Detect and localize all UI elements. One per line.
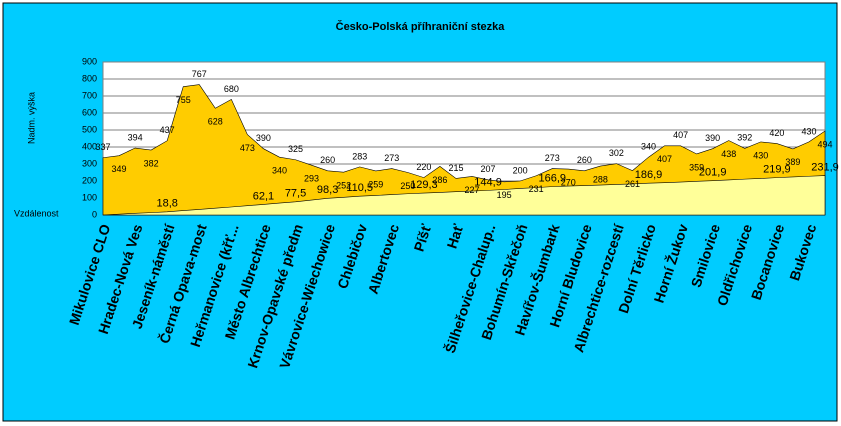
data-label: 430 <box>801 126 816 136</box>
data-label: 680 <box>224 84 239 94</box>
y-tick-label: 600 <box>82 107 97 117</box>
data-label: 337 <box>95 142 110 152</box>
data-label: 98,3 <box>317 184 338 196</box>
area <box>102 175 826 216</box>
data-label: 200 <box>513 165 528 175</box>
data-label: 18,8 <box>156 198 177 210</box>
data-label: 767 <box>192 69 207 79</box>
chart-title: Česko-Polská příhraniční stezka <box>336 20 506 33</box>
data-label: 359 <box>689 162 704 172</box>
data-label: 407 <box>657 154 672 164</box>
data-label: 755 <box>176 95 191 105</box>
data-label: 340 <box>641 142 656 152</box>
data-label: 273 <box>545 153 560 163</box>
data-label: 390 <box>256 133 271 143</box>
data-label: 628 <box>208 117 223 127</box>
data-label: 394 <box>128 132 143 142</box>
data-label: 110,5 <box>346 182 373 194</box>
data-label: 382 <box>144 158 159 168</box>
data-label: 259 <box>368 179 383 189</box>
data-label: 129,3 <box>410 179 438 191</box>
data-label: 438 <box>721 149 736 159</box>
data-label: 250 <box>400 181 415 191</box>
data-label: 437 <box>160 125 175 135</box>
y-tick-label: 200 <box>82 175 97 185</box>
data-label: 186,9 <box>635 169 663 181</box>
y-tick-label: 0 <box>92 209 97 219</box>
data-label: 260 <box>320 155 335 165</box>
data-label: 252 <box>336 181 351 191</box>
data-label: 77,5 <box>285 188 306 200</box>
data-label: 283 <box>352 151 367 161</box>
y-tick-label: 700 <box>82 90 97 100</box>
data-label: 407 <box>673 130 688 140</box>
y-tick-label: 100 <box>82 192 97 202</box>
data-label: 227 <box>465 185 480 195</box>
data-label: 293 <box>304 174 319 184</box>
data-label: 201,9 <box>699 167 727 179</box>
data-label: 231 <box>529 184 544 194</box>
data-label: 430 <box>753 150 768 160</box>
x-tick-label: Hať <box>444 222 467 251</box>
data-label: 302 <box>609 148 624 158</box>
data-label: 325 <box>288 144 303 154</box>
data-label: 231,9 <box>811 161 839 173</box>
data-label: 390 <box>705 133 720 143</box>
area <box>102 84 826 216</box>
y-tick-label: 400 <box>82 141 97 151</box>
y-tick-label: 800 <box>82 73 97 83</box>
data-label: 392 <box>737 133 752 143</box>
data-label: 494 <box>817 139 832 149</box>
data-label: 215 <box>448 163 463 173</box>
series-name: Nadm. výška <box>26 92 36 144</box>
data-label: 420 <box>769 128 784 138</box>
data-label: 62,1 <box>253 190 274 202</box>
data-label: 286 <box>432 175 447 185</box>
y-tick-label: 900 <box>82 56 97 66</box>
data-label: 220 <box>416 162 431 172</box>
data-label: 349 <box>112 164 127 174</box>
data-label: 270 <box>561 177 576 187</box>
y-tick-label: 300 <box>82 158 97 168</box>
data-label: 207 <box>481 164 496 174</box>
series-name: Vzdálenost <box>14 208 59 218</box>
data-label: 273 <box>384 153 399 163</box>
y-tick-label: 500 <box>82 124 97 134</box>
data-label: 340 <box>272 166 287 176</box>
data-label: 219,9 <box>763 164 791 176</box>
data-label: 473 <box>240 143 255 153</box>
data-label: 288 <box>593 174 608 184</box>
data-label: 195 <box>497 190 512 200</box>
data-label: 166,9 <box>538 173 566 185</box>
data-label: 144,9 <box>474 176 502 188</box>
data-label: 261 <box>625 179 640 189</box>
data-label: 260 <box>577 155 592 165</box>
data-label: 389 <box>785 157 800 167</box>
